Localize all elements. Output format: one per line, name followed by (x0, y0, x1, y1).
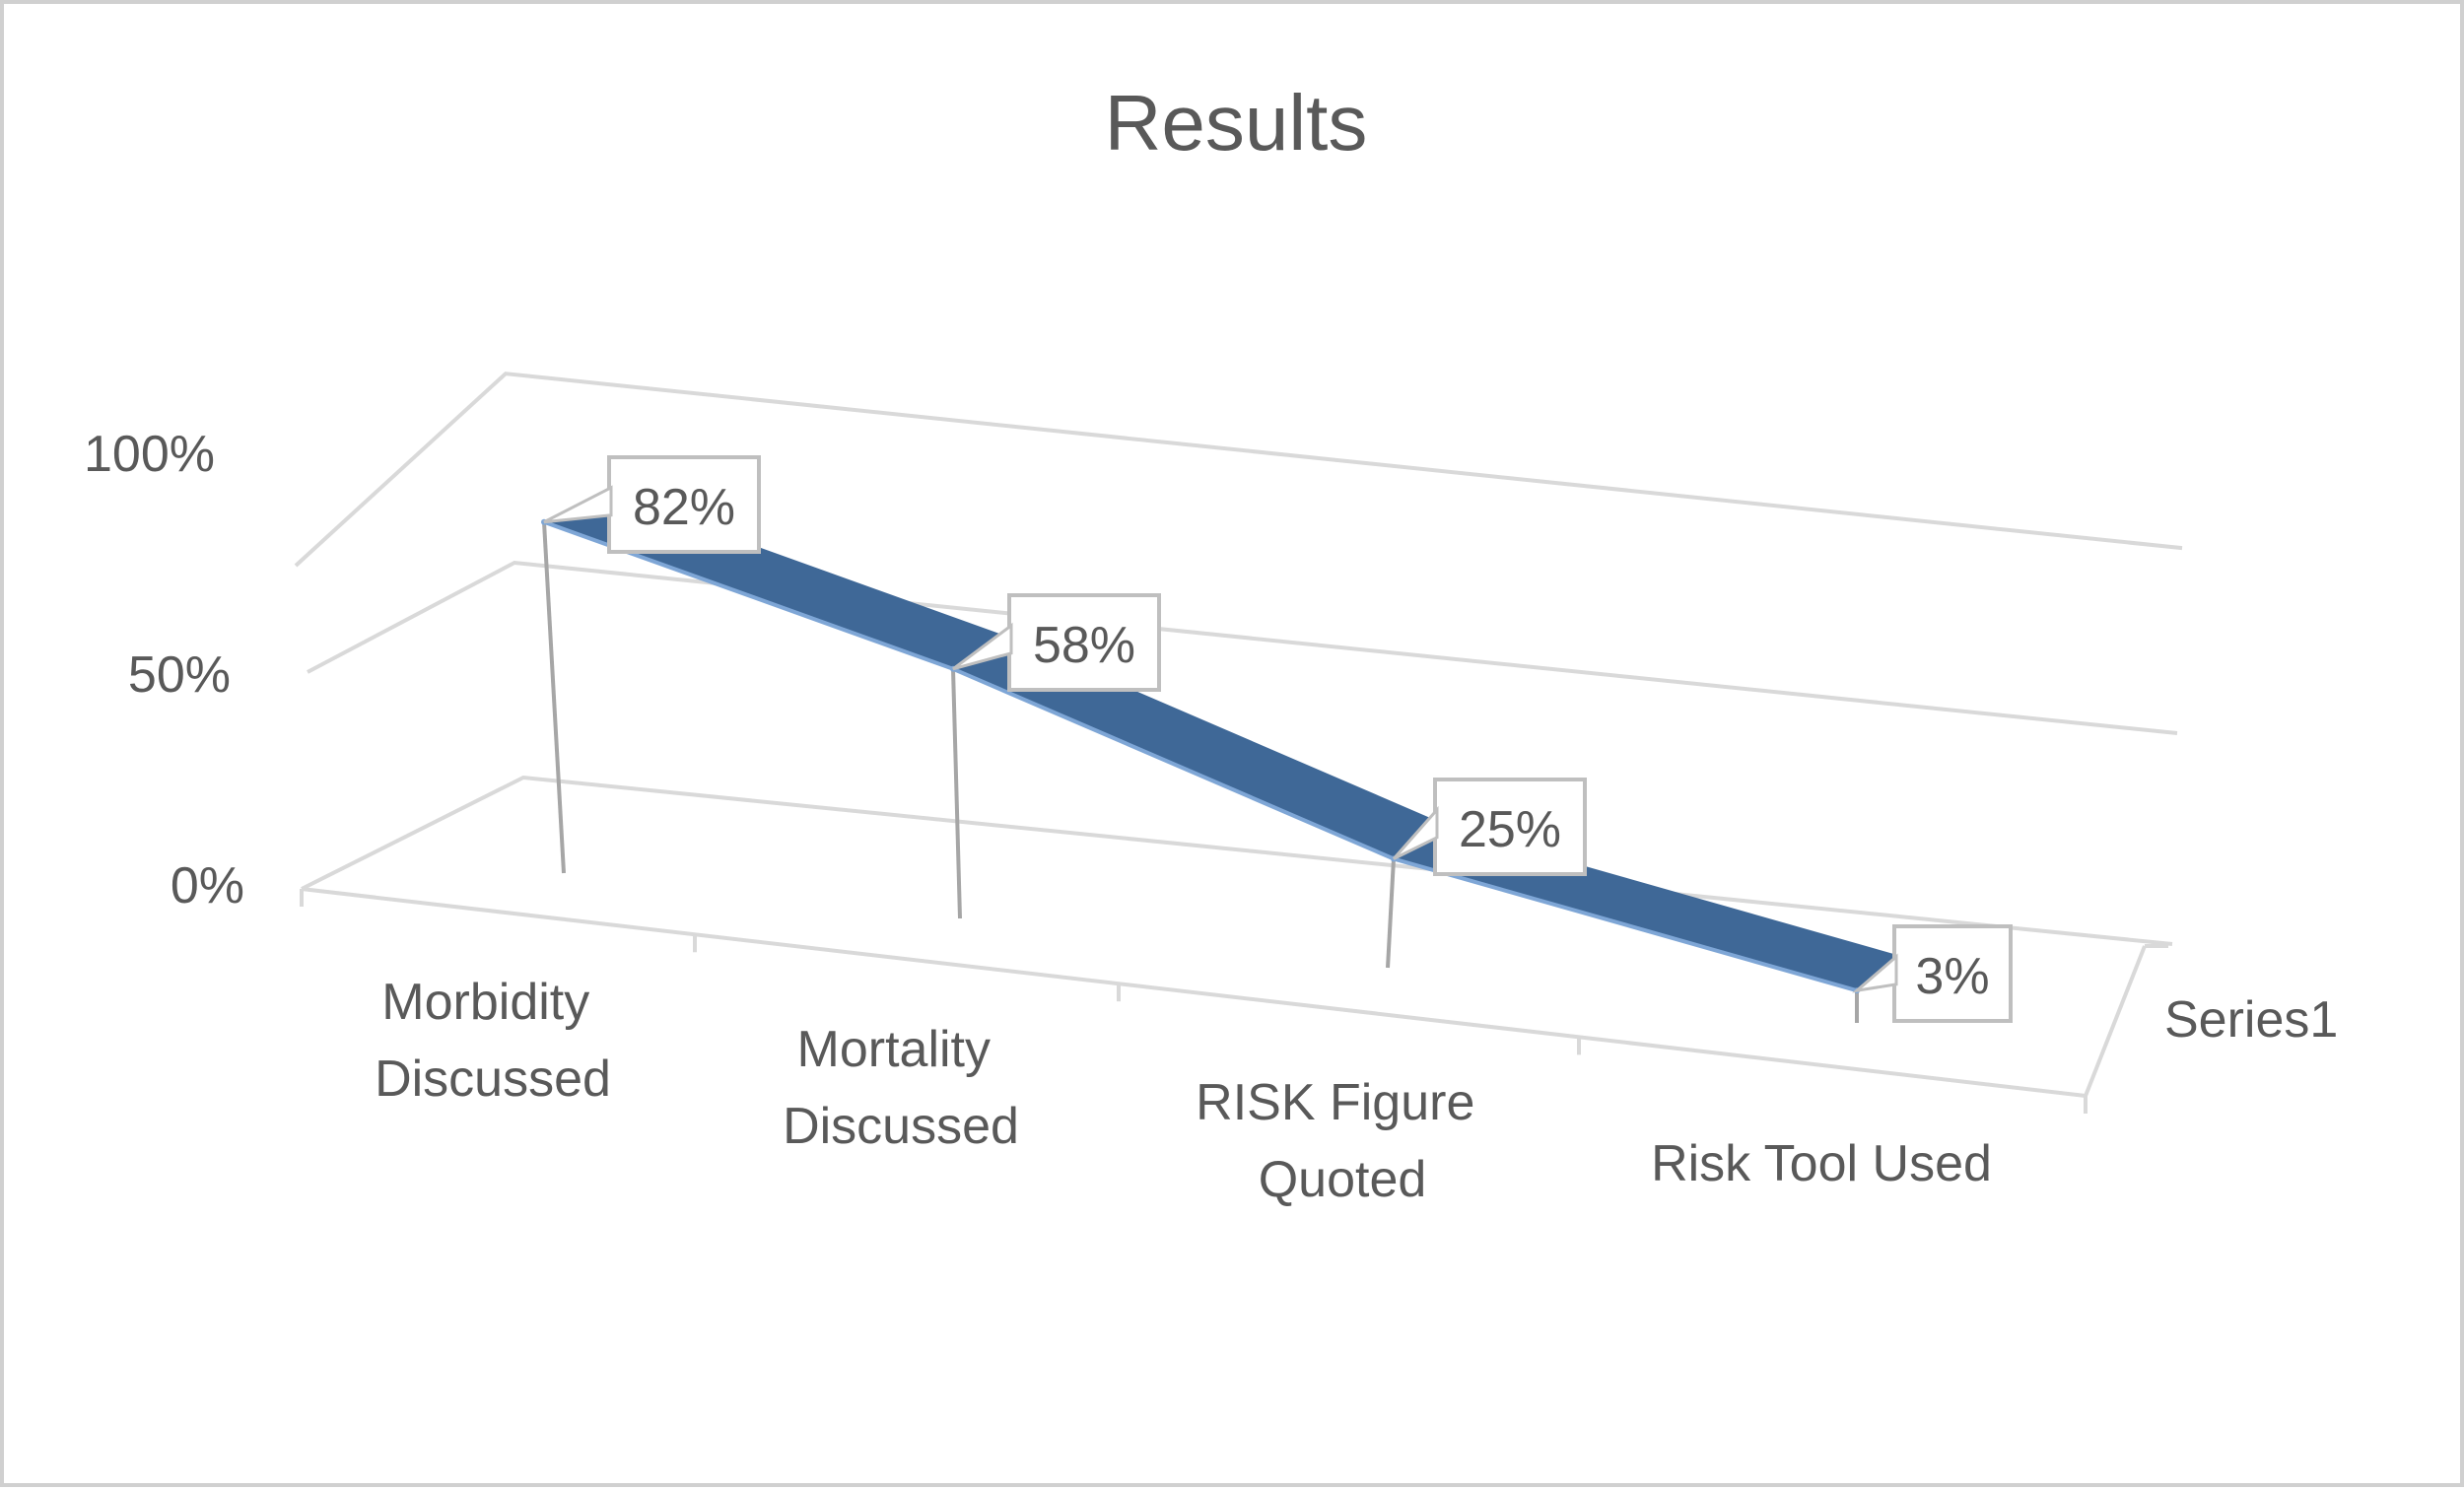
leader-line (1386, 858, 1396, 969)
data-label-pointer (952, 622, 1013, 671)
leader-line (951, 668, 962, 919)
gridline (307, 560, 2178, 735)
leader-lines (542, 521, 1859, 1023)
depth-axis-label: Series1 (2164, 991, 2338, 1049)
leader-line (542, 521, 566, 874)
data-label: 3% (1915, 948, 1989, 1005)
series-ribbon (541, 493, 1925, 994)
data-label-callout: 25% (1433, 778, 1587, 876)
ribbon-front-edge (543, 519, 1858, 993)
y-tick-label: 100% (84, 426, 215, 483)
category-label: Morbidity Discussed (375, 974, 611, 1108)
data-labels: 58% 3% 82% 25% (543, 455, 2013, 1023)
gridlines (294, 372, 2183, 946)
chart-title: Results (1105, 79, 1368, 167)
data-label-callout: 58% (1007, 593, 1161, 692)
x-axis-category-labels: Morbidity Discussed Mortality Discussed … (375, 974, 1992, 1208)
data-label-pointer (543, 485, 613, 524)
data-label: 58% (1033, 617, 1135, 674)
category-label: Risk Tool Used (1651, 1135, 1992, 1192)
category-label: Mortality Discussed (783, 1021, 1019, 1155)
data-label-callout: 3% (1892, 924, 2013, 1023)
chart-area: Results 0% 50% 100% 58% 3% 82% (84, 79, 2338, 1208)
depth-axis-line (2084, 945, 2147, 1097)
data-label: 25% (1459, 801, 1561, 858)
y-tick-label: 0% (171, 857, 244, 915)
y-axis-tick-labels: 0% 50% 100% (84, 426, 244, 915)
category-label: RISK Figure Quoted (1196, 1074, 1489, 1208)
gridline (301, 775, 2173, 946)
axes (300, 887, 2168, 1114)
x-axis-line (301, 887, 2087, 1098)
gridline (294, 372, 2183, 568)
data-label-pointer (1852, 953, 1898, 993)
data-label-pointer (1392, 805, 1439, 860)
y-tick-label: 50% (128, 646, 231, 704)
data-label-callout: 82% (607, 455, 761, 554)
data-label: 82% (633, 479, 735, 536)
